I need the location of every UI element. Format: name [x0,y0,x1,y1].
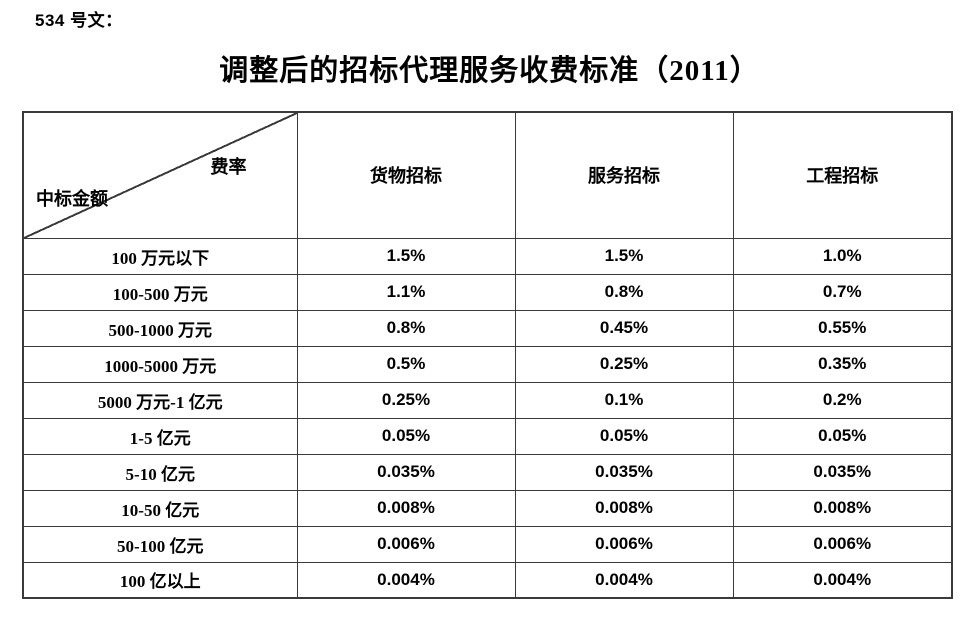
rate-cell: 0.008% [514,489,734,527]
amount-cell: 5000 万元-1 亿元 [22,381,298,419]
column-header-service-tender: 服务招标 [514,111,734,239]
amount-cell: 100 亿以上 [22,561,298,599]
rate-cell: 1.5% [296,237,516,275]
header-row: 费率 中标金额 货物招标 服务招标 工程招标 [22,111,953,239]
rate-cell: 0.5% [296,345,516,383]
table-row: 50-100 亿元 0.006% 0.006% 0.006% [22,525,953,563]
rate-cell: 0.035% [514,453,734,491]
rate-cell: 0.8% [514,273,734,311]
rate-cell: 0.006% [296,525,516,563]
rate-cell: 0.006% [732,525,953,563]
rate-cell: 1.1% [296,273,516,311]
amount-cell: 1-5 亿元 [22,417,298,455]
rate-cell: 0.05% [732,417,953,455]
doc-number-label: 534 号文： [35,11,123,30]
column-header-works-tender: 工程招标 [732,111,953,239]
rate-cell: 0.35% [732,345,953,383]
rate-cell: 0.45% [514,309,734,347]
corner-header-cell: 费率 中标金额 [22,111,298,239]
rate-cell: 0.25% [296,381,516,419]
amount-cell: 100-500 万元 [22,273,298,311]
rate-cell: 0.1% [514,381,734,419]
rate-cell: 0.004% [732,561,953,599]
rate-cell: 0.006% [514,525,734,563]
corner-label-rate: 费率 [210,157,247,177]
table-row: 100-500 万元 1.1% 0.8% 0.7% [22,273,953,311]
rate-cell: 0.7% [732,273,953,311]
corner-label-amount: 中标金额 [36,189,108,209]
amount-cell: 50-100 亿元 [22,525,298,563]
table-row: 100 亿以上 0.004% 0.004% 0.004% [22,561,953,599]
rate-cell: 0.035% [732,453,953,491]
amount-cell: 100 万元以下 [22,237,298,275]
rate-cell: 0.2% [732,381,953,419]
rate-cell: 0.008% [296,489,516,527]
rate-cell: 0.004% [296,561,516,599]
table-row: 1000-5000 万元 0.5% 0.25% 0.35% [22,345,953,383]
rate-cell: 0.008% [732,489,953,527]
table-row: 500-1000 万元 0.8% 0.45% 0.55% [22,309,953,347]
rate-cell: 0.55% [732,309,953,347]
rate-cell: 0.004% [514,561,734,599]
table-row: 100 万元以下 1.5% 1.5% 1.0% [22,237,953,275]
rate-cell: 0.05% [296,417,516,455]
rate-cell: 1.5% [514,237,734,275]
amount-cell: 5-10 亿元 [22,453,298,491]
rate-cell: 1.0% [732,237,953,275]
rate-cell: 0.25% [514,345,734,383]
amount-cell: 10-50 亿元 [22,489,298,527]
amount-cell: 1000-5000 万元 [22,345,298,383]
amount-cell: 500-1000 万元 [22,309,298,347]
page-title: 调整后的招标代理服务收费标准（2011） [219,55,760,87]
rate-cell: 0.05% [514,417,734,455]
fee-rate-table: 费率 中标金额 货物招标 服务招标 工程招标 100 万元以下 1.5% 1.5% 1… [22,111,953,599]
table-row: 10-50 亿元 0.008% 0.008% 0.008% [22,489,953,527]
column-header-goods-tender: 货物招标 [296,111,516,239]
table-row: 1-5 亿元 0.05% 0.05% 0.05% [22,417,953,455]
table-row: 5-10 亿元 0.035% 0.035% 0.035% [22,453,953,491]
rate-cell: 0.035% [296,453,516,491]
rate-cell: 0.8% [296,309,516,347]
table-row: 5000 万元-1 亿元 0.25% 0.1% 0.2% [22,381,953,419]
